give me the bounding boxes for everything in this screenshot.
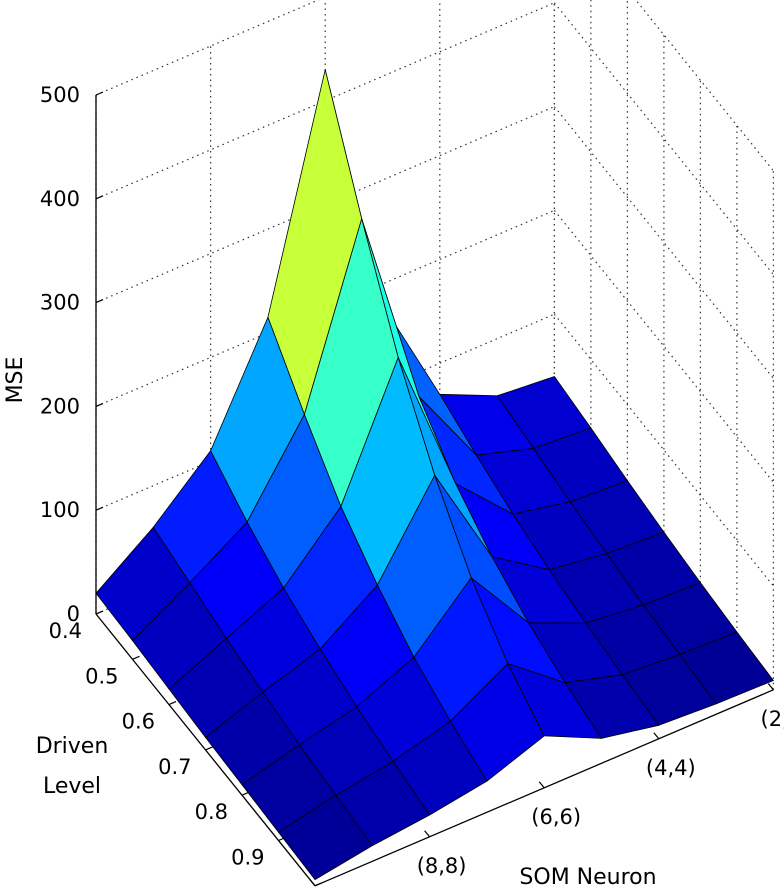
- z-tick-label: 200: [40, 394, 80, 418]
- y-axis-title-line1: Driven: [36, 734, 109, 759]
- z-tick-label: 300: [40, 291, 80, 315]
- z-tick-label: 100: [40, 498, 80, 522]
- z-tick-mark: [95, 506, 104, 511]
- x-tick-label: (4,4): [646, 756, 696, 780]
- z-axis-title: MSE: [3, 357, 28, 404]
- z-tick-label: 500: [40, 83, 80, 107]
- x-tick-label: (6,6): [531, 805, 581, 829]
- gridline-z-back: [95, 106, 555, 304]
- x-tick-mark: [424, 830, 431, 838]
- y-tick-mark: [314, 882, 323, 887]
- gridline-z-back: [95, 0, 320, 96]
- y-tick-mark: [95, 610, 104, 615]
- y-tick-mark: [278, 836, 286, 842]
- z-tick-mark: [95, 402, 104, 407]
- gridline-z-back: [95, 209, 555, 407]
- y-tick-label: 0.9: [231, 846, 264, 870]
- y-tick-mark: [168, 701, 177, 706]
- y-tick-label: 0.5: [85, 664, 118, 688]
- z-tick-mark: [95, 299, 104, 304]
- y-tick-mark: [205, 746, 213, 751]
- y-tick-mark: [241, 791, 250, 796]
- mse-surface: [95, 69, 774, 880]
- z-tick-mark: [95, 91, 104, 96]
- y-tick-label: 0.4: [49, 619, 82, 643]
- x-axis-title: SOM Neuron: [519, 865, 656, 890]
- x-tick-mark: [309, 879, 316, 887]
- z-tick-label: 400: [40, 187, 80, 211]
- gridline-z-side: [553, 106, 774, 379]
- surface-patch: [278, 794, 373, 880]
- z-tick-label: 0: [67, 602, 80, 626]
- y-axis-title-line2: Level: [43, 774, 101, 799]
- z-tick-mark: [95, 195, 104, 200]
- x-tick-mark: [538, 781, 545, 789]
- y-tick-label: 0.7: [158, 755, 191, 779]
- y-tick-mark: [132, 655, 140, 660]
- y-tick-label: 0.6: [122, 710, 155, 734]
- x-tick-mark: [653, 732, 660, 740]
- y-tick-label: 0.8: [195, 800, 228, 824]
- gridline-z-back: [95, 313, 555, 511]
- gridline-z-back: [95, 2, 555, 200]
- x-tick-mark: [767, 683, 774, 691]
- x-tick-label: (2,2): [761, 707, 784, 731]
- x-tick-label: (8,8): [417, 854, 467, 878]
